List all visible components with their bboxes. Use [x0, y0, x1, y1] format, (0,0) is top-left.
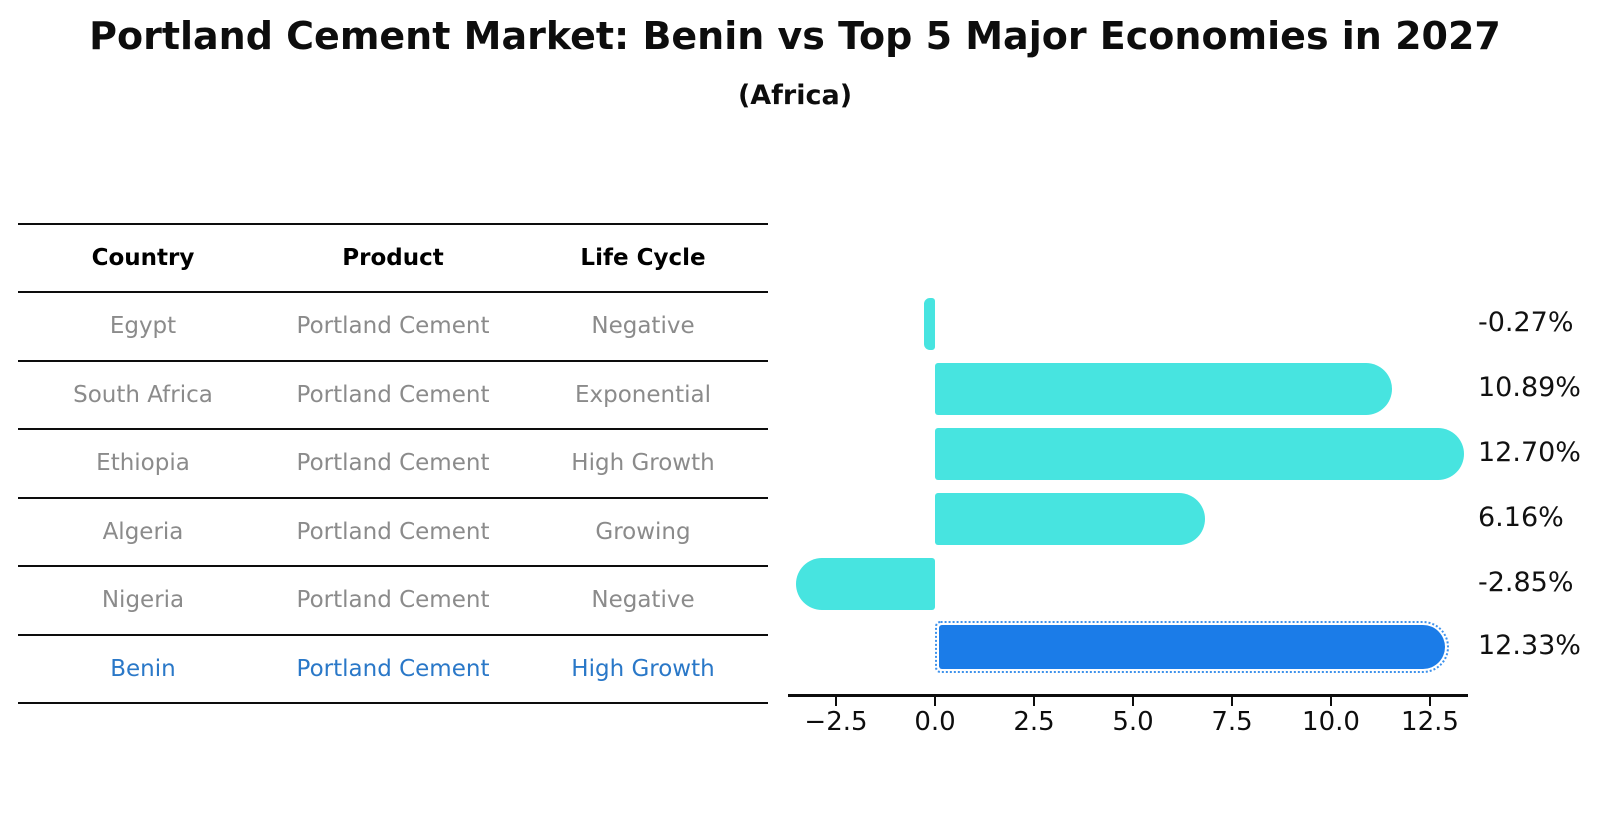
bar-fill: [939, 625, 1446, 669]
table-cell-lifecycle: High Growth: [571, 655, 715, 682]
table-cell-lifecycle: Negative: [591, 313, 695, 340]
chart-subtitle: (Africa): [737, 80, 853, 111]
table-body: Egypt Portland Cement Negative South Africa…: [18, 293, 768, 704]
table-cell-country: Algeria: [102, 518, 184, 545]
x-tick-label: 2.5: [1013, 707, 1055, 737]
bar-egypt: [924, 298, 935, 350]
x-tick-mark: [1131, 697, 1135, 706]
column-header-product: Product: [342, 245, 444, 271]
data-table: Country Product Life Cycle Egypt Portland…: [18, 223, 768, 704]
bar-south-africa: [935, 363, 1393, 415]
table-cell-country: Benin: [110, 655, 176, 682]
bar-algeria: [935, 493, 1205, 545]
x-tick-mark: [1329, 697, 1333, 706]
table-cell-product: Portland Cement: [296, 450, 490, 477]
table-cell-product: Portland Cement: [296, 313, 490, 340]
x-tick-label: 12.5: [1401, 707, 1459, 737]
x-tick-label: 0.0: [914, 707, 956, 737]
x-tick-label: −2.5: [804, 707, 868, 737]
table-cell-lifecycle: Negative: [591, 587, 695, 614]
bar-ethiopia: [935, 428, 1464, 480]
table-cell-country: Ethiopia: [96, 450, 190, 477]
table-cell-lifecycle: Growing: [595, 518, 691, 545]
table-cell-country: South Africa: [73, 381, 213, 408]
table-cell-product: Portland Cement: [296, 518, 490, 545]
table-row-south-africa: South Africa Portland Cement Exponential: [18, 362, 768, 430]
table-cell-product: Portland Cement: [296, 381, 490, 408]
table-row-benin: Benin Portland Cement High Growth: [18, 636, 768, 704]
column-header-country: Country: [91, 245, 195, 271]
table-cell-lifecycle: High Growth: [571, 450, 715, 477]
x-tick-mark: [1032, 697, 1036, 706]
x-tick-mark: [1230, 697, 1234, 706]
x-tick-mark: [834, 697, 838, 706]
table-cell-lifecycle: Exponential: [574, 381, 711, 408]
x-tick-label: 10.0: [1302, 707, 1360, 737]
table-cell-country: Nigeria: [101, 587, 185, 614]
table-header-row: Country Product Life Cycle: [18, 225, 768, 293]
bar-value-label-nigeria: -2.85%: [1478, 567, 1574, 598]
column-header-lifecycle: Life Cycle: [580, 245, 706, 271]
bar-value-label-ethiopia: 12.70%: [1478, 437, 1581, 468]
table-row-nigeria: Nigeria Portland Cement Negative: [18, 567, 768, 636]
bar-value-label-benin: 12.33%: [1478, 630, 1581, 661]
x-tick-label: 7.5: [1211, 707, 1253, 737]
x-axis-line: [788, 694, 1468, 697]
bar-benin-highlighted: [935, 621, 1450, 673]
bar-value-label-south-africa: 10.89%: [1478, 372, 1581, 403]
table-cell-product: Portland Cement: [296, 655, 490, 682]
table-row-egypt: Egypt Portland Cement Negative: [18, 293, 768, 362]
bar-nigeria: [796, 558, 935, 610]
table-row-algeria: Algeria Portland Cement Growing: [18, 499, 768, 567]
bar-value-label-egypt: -0.27%: [1478, 307, 1574, 338]
x-tick-mark: [1428, 697, 1432, 706]
table-row-ethiopia: Ethiopia Portland Cement High Growth: [18, 430, 768, 499]
x-tick-mark: [933, 697, 937, 706]
bar-value-label-algeria: 6.16%: [1478, 502, 1564, 533]
table-cell-product: Portland Cement: [296, 587, 490, 614]
table-cell-country: Egypt: [109, 313, 177, 340]
x-tick-label: 5.0: [1112, 707, 1154, 737]
chart-title: Portland Cement Market: Benin vs Top 5 M…: [89, 14, 1501, 58]
